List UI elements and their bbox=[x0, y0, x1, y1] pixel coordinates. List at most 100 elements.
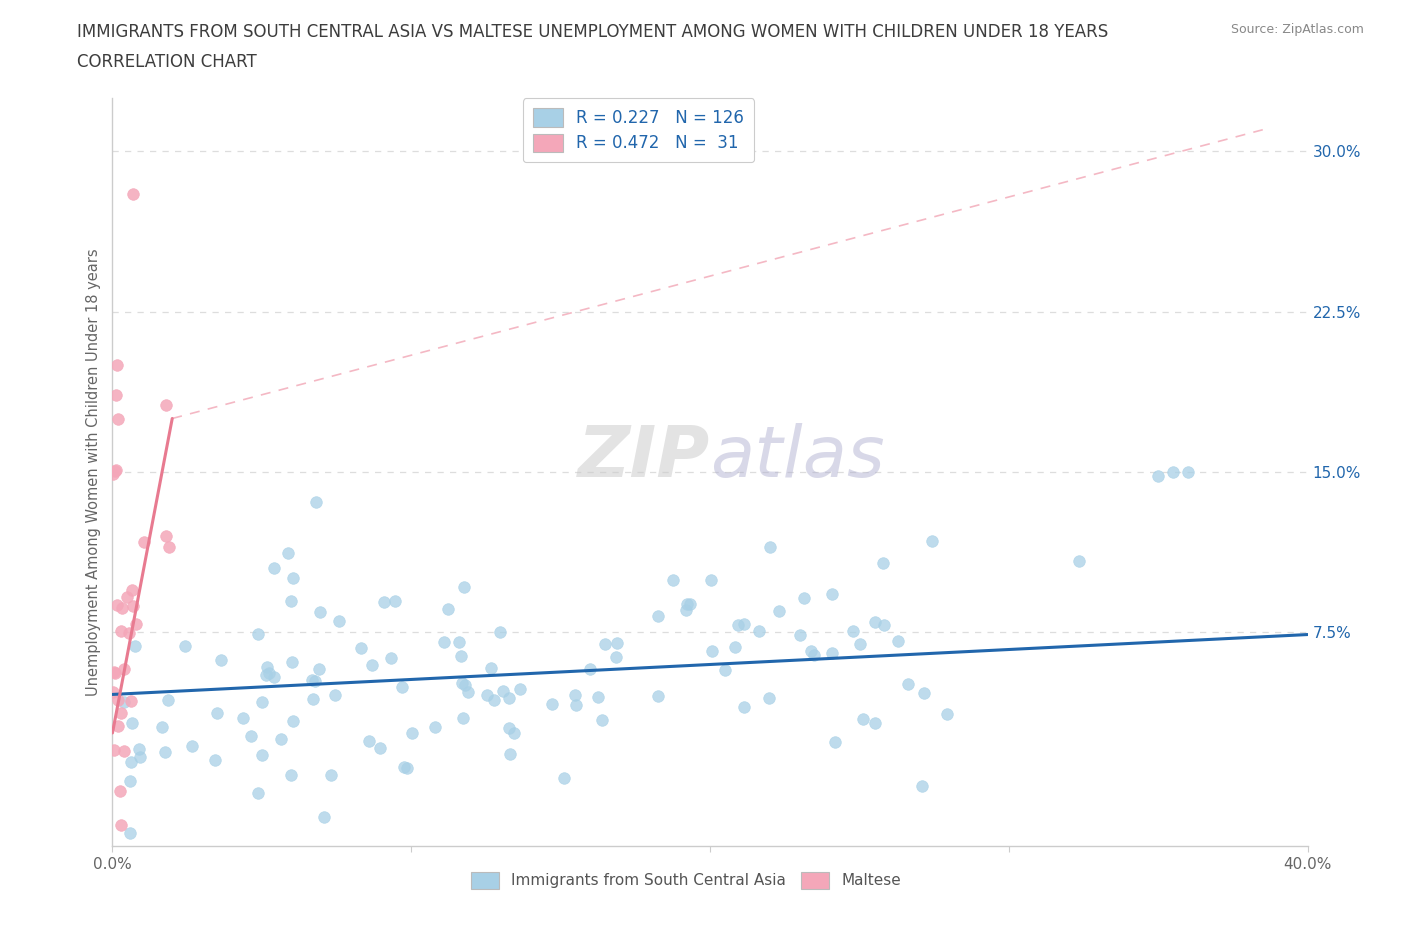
Point bbox=[475, 687, 498, 702]
Point bbox=[359, 734, 381, 749]
Point bbox=[647, 609, 669, 624]
Point bbox=[103, 665, 125, 680]
Point bbox=[578, 661, 600, 676]
Point bbox=[498, 747, 520, 762]
Point bbox=[239, 728, 262, 743]
Point bbox=[482, 693, 505, 708]
Point bbox=[122, 599, 145, 614]
Point bbox=[733, 617, 755, 631]
Point bbox=[110, 706, 132, 721]
Point bbox=[451, 675, 474, 690]
Point bbox=[114, 744, 136, 759]
Point bbox=[503, 726, 526, 741]
Point bbox=[128, 750, 150, 764]
Point bbox=[118, 774, 141, 789]
Point bbox=[564, 687, 586, 702]
Point bbox=[257, 665, 280, 680]
Point bbox=[936, 706, 959, 721]
Point bbox=[852, 712, 875, 727]
Point bbox=[453, 579, 475, 594]
Point bbox=[323, 688, 346, 703]
Point bbox=[451, 711, 474, 725]
Point bbox=[111, 601, 134, 616]
Point bbox=[887, 633, 910, 648]
Point bbox=[304, 674, 326, 689]
Point bbox=[281, 570, 304, 585]
Point bbox=[280, 767, 302, 782]
Point bbox=[103, 665, 125, 680]
Point bbox=[361, 658, 384, 672]
Point bbox=[277, 546, 299, 561]
Text: IMMIGRANTS FROM SOUTH CENTRAL ASIA VS MALTESE UNEMPLOYMENT AMONG WOMEN WITH CHIL: IMMIGRANTS FROM SOUTH CENTRAL ASIA VS MA… bbox=[77, 23, 1108, 41]
Point bbox=[789, 628, 811, 643]
Point bbox=[849, 637, 872, 652]
Point bbox=[270, 731, 292, 746]
Point bbox=[564, 698, 586, 712]
Point bbox=[498, 690, 520, 705]
Point bbox=[328, 613, 350, 628]
Point bbox=[820, 645, 842, 660]
Point bbox=[157, 693, 180, 708]
Point bbox=[1067, 554, 1090, 569]
Point bbox=[301, 672, 323, 687]
Point bbox=[120, 694, 142, 709]
Point bbox=[395, 761, 418, 776]
Point bbox=[153, 745, 176, 760]
Point bbox=[308, 662, 330, 677]
Point bbox=[209, 653, 232, 668]
Point bbox=[256, 659, 278, 674]
Point bbox=[105, 357, 128, 372]
Point bbox=[700, 572, 723, 587]
Point bbox=[118, 826, 141, 841]
Point bbox=[591, 712, 613, 727]
Point bbox=[380, 651, 402, 666]
Point bbox=[454, 678, 477, 693]
Point bbox=[252, 748, 274, 763]
Point bbox=[803, 647, 825, 662]
Point bbox=[605, 650, 627, 665]
Text: Source: ZipAtlas.com: Source: ZipAtlas.com bbox=[1230, 23, 1364, 36]
Point bbox=[155, 528, 177, 543]
Point bbox=[107, 411, 129, 426]
Point bbox=[319, 767, 342, 782]
Point bbox=[205, 705, 228, 720]
Point bbox=[1147, 469, 1170, 484]
Point bbox=[675, 603, 697, 618]
Point bbox=[675, 596, 697, 611]
Point bbox=[433, 634, 456, 649]
Point bbox=[588, 689, 610, 704]
Point bbox=[254, 668, 277, 683]
Point bbox=[155, 398, 177, 413]
Point bbox=[124, 639, 146, 654]
Point bbox=[863, 716, 886, 731]
Point bbox=[110, 623, 132, 638]
Point bbox=[911, 778, 934, 793]
Point bbox=[104, 464, 127, 479]
Point bbox=[117, 625, 139, 640]
Point bbox=[1177, 465, 1199, 480]
Point bbox=[727, 618, 749, 633]
Point bbox=[733, 699, 755, 714]
Point bbox=[263, 670, 285, 684]
Point bbox=[820, 587, 842, 602]
Point bbox=[107, 692, 129, 707]
Point bbox=[174, 639, 197, 654]
Point bbox=[132, 535, 155, 550]
Point bbox=[309, 604, 332, 619]
Point bbox=[873, 618, 896, 632]
Point bbox=[120, 755, 142, 770]
Point bbox=[101, 466, 124, 481]
Point bbox=[281, 713, 304, 728]
Point bbox=[124, 617, 146, 631]
Point bbox=[793, 591, 815, 605]
Point bbox=[921, 534, 943, 549]
Point bbox=[391, 679, 413, 694]
Legend: Immigrants from South Central Asia, Maltese: Immigrants from South Central Asia, Malt… bbox=[465, 866, 907, 895]
Point bbox=[897, 677, 920, 692]
Point bbox=[872, 555, 894, 570]
Point bbox=[384, 593, 406, 608]
Point bbox=[1161, 465, 1184, 480]
Text: atlas: atlas bbox=[710, 422, 884, 491]
Point bbox=[540, 697, 562, 711]
Point bbox=[280, 594, 302, 609]
